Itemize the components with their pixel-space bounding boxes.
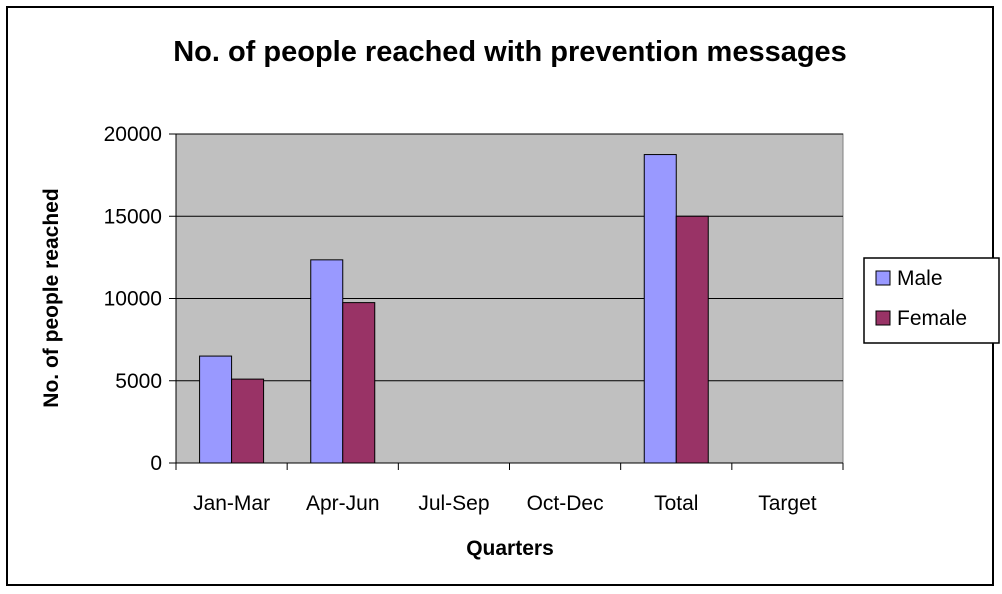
x-tick-labels: Jan-Mar Apr-Jun Jul-Sep Oct-Dec Total Target	[193, 492, 817, 515]
x-tick-label: Oct-Dec	[527, 492, 604, 515]
bar-male-total	[643, 154, 677, 464]
x-tick-label: Jul-Sep	[418, 492, 489, 515]
x-tick-label: Jan-Mar	[193, 492, 270, 515]
legend-label-male: Male	[897, 267, 943, 290]
x-tick-label: Apr-Jun	[306, 492, 380, 515]
chart-title: No. of people reached with prevention me…	[173, 36, 847, 68]
bar-female-total	[675, 215, 709, 464]
y-tick-label: 15000	[104, 205, 162, 228]
x-tick-label: Total	[654, 492, 698, 515]
y-tick-label: 0	[150, 452, 162, 475]
y-tick-label: 10000	[104, 288, 162, 311]
bar-female-apr-jun	[342, 302, 376, 464]
bar-male-jan-mar	[199, 355, 233, 464]
gridlines	[176, 133, 843, 382]
axes	[169, 133, 844, 470]
x-tick-label: Target	[758, 492, 817, 515]
legend-swatch-male	[875, 270, 891, 286]
legend: Male Female	[863, 257, 1000, 344]
bars	[199, 154, 709, 464]
bar-male-apr-jun	[310, 259, 344, 464]
y-tick-label: 20000	[104, 123, 162, 146]
y-tick-label: 5000	[115, 370, 162, 393]
bar-female-jan-mar	[231, 378, 265, 464]
legend-label-female: Female	[897, 307, 967, 330]
y-axis-title: No. of people reached	[40, 188, 63, 407]
y-tick-labels: 0 5000 10000 15000 20000	[104, 123, 162, 475]
x-axis-title: Quarters	[466, 537, 554, 560]
legend-swatch-female	[875, 310, 891, 326]
